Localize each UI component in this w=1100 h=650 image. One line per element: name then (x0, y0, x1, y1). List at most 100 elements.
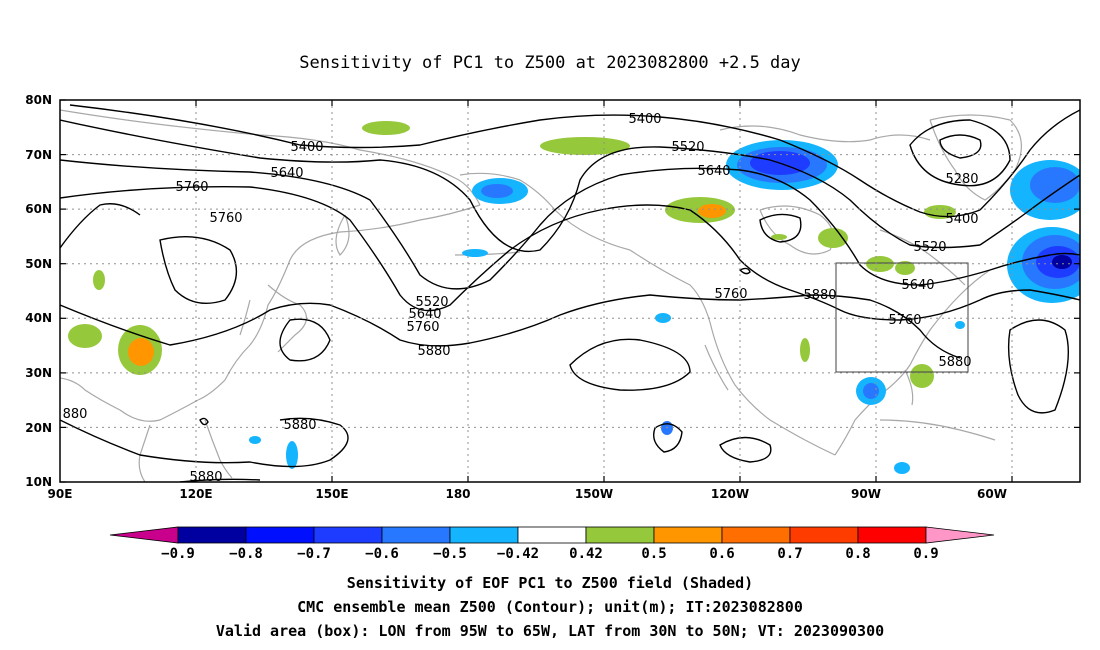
patch-green (800, 338, 810, 362)
coast-na-west (629, 249, 836, 456)
contour-5880-loop-atlantic (1007, 319, 1069, 414)
contour-label: 5400 (628, 112, 661, 127)
contour-5400 (69, 104, 981, 218)
contour-5880-loop-small (719, 436, 772, 463)
colorbar-swatch (517, 526, 587, 544)
valid-area-box (835, 262, 969, 373)
colorbar-swatch (585, 526, 655, 544)
contour-5640-east (989, 252, 1080, 271)
lat-tick-label: 80N (25, 93, 52, 107)
colorbar-label: 0.6 (709, 546, 734, 562)
lon-tick-label: 90E (48, 487, 73, 501)
colorbar-label: 0.9 (913, 546, 938, 562)
contour-5880-main (60, 294, 961, 359)
contour-5760-loop-usa (738, 267, 751, 275)
contour-label: 5760 (175, 180, 208, 195)
contour-label: 5640 (270, 166, 303, 181)
colorbar-swatch (789, 526, 859, 544)
patch-blue (249, 436, 261, 444)
colorbar-label: −0.7 (297, 546, 331, 562)
lon-axis: 90E 120E 150E 180 150W 120W 90W 60W (48, 487, 1007, 501)
map-border (59, 99, 1081, 483)
colorbar-label: −0.5 (433, 546, 467, 562)
coast-asia-north (60, 109, 481, 206)
patch-green (818, 228, 848, 248)
contour-label: 5880 (283, 418, 316, 433)
patch-green (362, 121, 410, 135)
patch-orange (128, 338, 154, 366)
lon-tick-label: 150E (315, 487, 348, 501)
coast-mexico-gulf (834, 269, 991, 456)
coast-kamchatka (335, 214, 350, 256)
coastlines (60, 109, 1022, 482)
lat-tick-label: 10N (25, 475, 52, 489)
patch-blue (661, 421, 673, 435)
lat-tick-label: 20N (25, 421, 52, 435)
contour-label: 5400 (290, 140, 323, 155)
contour-label: 880 (63, 407, 88, 422)
patch-green (866, 256, 894, 272)
coast-china-south (60, 377, 199, 422)
contour-5880-loop-mex (759, 213, 802, 243)
caption-line-2: CMC ensemble mean Z500 (Contour); unit(m… (297, 598, 803, 616)
colorbar: −0.9 −0.8 −0.7 −0.6 −0.5 −0.42 0.42 0.5 0.6 0.7 0.… (109, 526, 995, 562)
map-title: Sensitivity of PC1 to Z500 at 2023082800… (299, 53, 801, 73)
coast-korea (239, 299, 251, 336)
patch-blue (286, 441, 298, 469)
coast-caribbean (879, 419, 996, 441)
contour-label: 5760 (209, 211, 242, 226)
contour-5880-south (60, 417, 349, 468)
lon-tick-label: 120E (179, 487, 212, 501)
contour-5520 (60, 119, 981, 253)
patch-blue (863, 383, 879, 399)
lon-tick-label: 60W (977, 487, 1007, 501)
coast-aleutians (454, 251, 521, 256)
coast-philippines (204, 419, 233, 479)
z500-contours (60, 104, 1080, 482)
patch-blue (955, 321, 965, 329)
contour-5640 (60, 159, 991, 290)
patch-blue (655, 313, 671, 323)
patch-blue (1052, 255, 1072, 269)
lat-tick-label: 50N (25, 257, 52, 271)
colorbar-swatch (653, 526, 723, 544)
caption-line-1: Sensitivity of EOF PC1 to Z500 field (Sh… (347, 574, 753, 592)
lon-tick-label: 150W (575, 487, 613, 501)
contour-labels: 5400 5520 5640 5400 5640 5760 5760 5520 … (63, 112, 979, 485)
contour-label: 5880 (417, 344, 450, 359)
colorbar-swatch (177, 526, 247, 544)
contour-5880-loop-small2 (652, 423, 683, 453)
contour-label: 5760 (406, 320, 439, 335)
colorbar-swatch (313, 526, 383, 544)
colorbar-label: 0.5 (641, 546, 666, 562)
colorbar-swatch (381, 526, 451, 544)
colorbar-label: 0.8 (845, 546, 870, 562)
lon-tick-label: 90W (851, 487, 881, 501)
coast-arctic-islands (719, 125, 931, 143)
contour-label: 5640 (408, 307, 441, 322)
patch-blue (894, 462, 910, 474)
lat-tick-label: 40N (25, 311, 52, 325)
tick-marks (60, 99, 1080, 483)
colorbar-swatch (449, 526, 519, 544)
contour-label: 5400 (945, 212, 978, 227)
patch-green (910, 364, 934, 388)
contour-5280-inner (939, 134, 982, 159)
colorbar-swatch (857, 526, 927, 544)
map-content: 5400 5520 5640 5400 5640 5760 5760 5520 … (60, 100, 1080, 485)
colorbar-swatch (721, 526, 791, 544)
colorbar-swatch (245, 526, 315, 544)
contour-label: 5760 (888, 313, 921, 328)
contour-label: 5520 (913, 240, 946, 255)
contour-label: 5880 (189, 470, 222, 485)
patch-green (895, 261, 915, 275)
contour-label: 5760 (714, 287, 747, 302)
map-area (60, 100, 1080, 482)
colorbar-high-arrow (925, 526, 995, 544)
lon-tick-label: 120W (711, 487, 749, 501)
contour-5760-loop (159, 235, 238, 304)
colorbar-label: −0.6 (365, 546, 399, 562)
patch-blue (462, 249, 488, 257)
lat-tick-label: 70N (25, 148, 52, 162)
